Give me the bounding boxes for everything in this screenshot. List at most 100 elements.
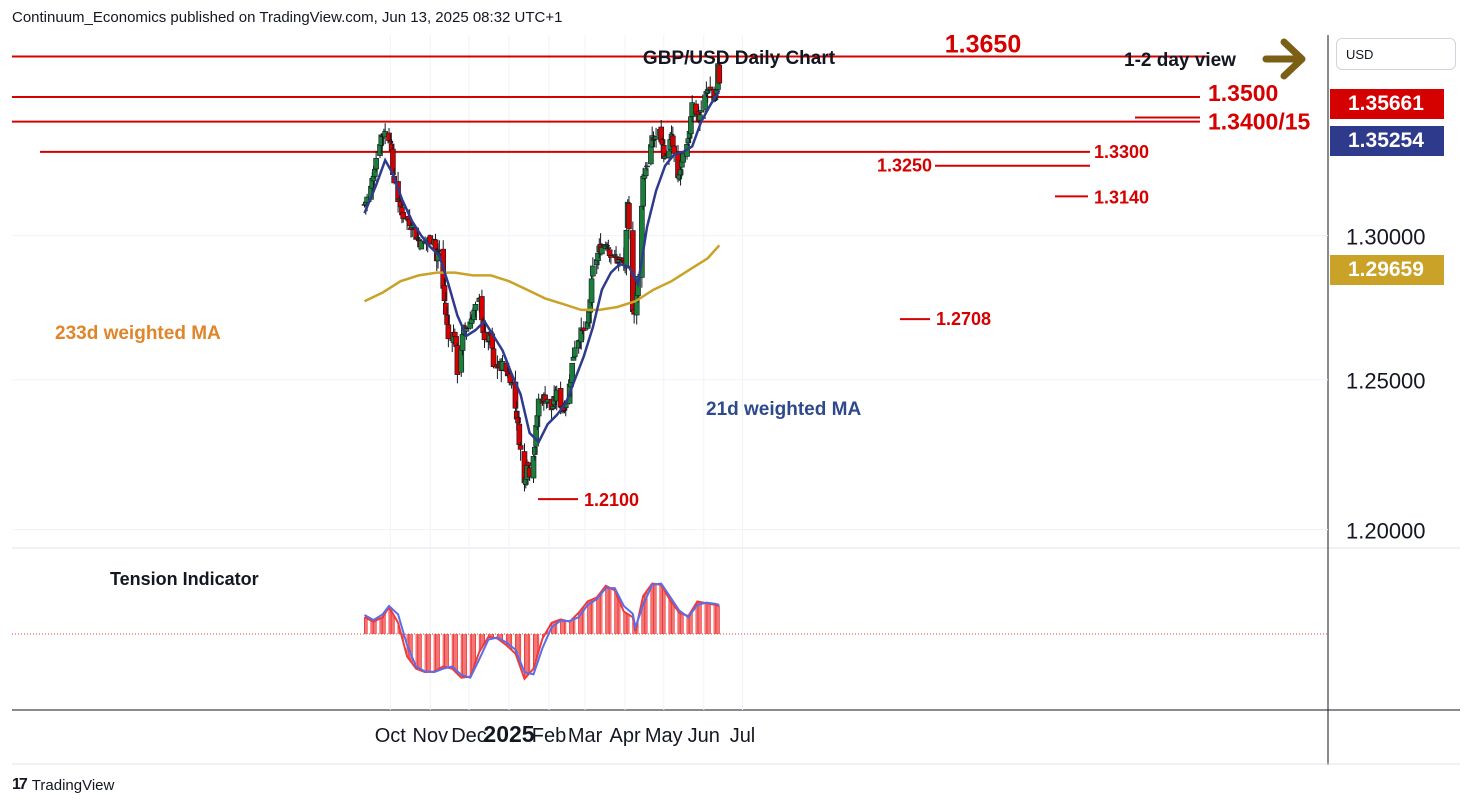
candle-body: [445, 324, 452, 340]
candle: [677, 164, 684, 186]
y-tick-label: 1.20000: [1346, 519, 1426, 544]
level-label: 1.3300: [1094, 142, 1149, 162]
candle-body: [605, 247, 612, 249]
level-label: 1.2100: [584, 490, 639, 510]
candle: [373, 150, 379, 173]
currency-button[interactable]: USD: [1336, 38, 1456, 70]
candle: [445, 314, 452, 348]
candle: [472, 301, 479, 318]
candle-body: [698, 110, 705, 113]
candle-body: [685, 138, 692, 144]
level-label: 1.3140: [1094, 187, 1149, 207]
candle-body: [472, 304, 479, 311]
candle: [642, 162, 649, 177]
candle-body: [626, 203, 632, 230]
x-tick-label: Nov: [413, 725, 449, 747]
level-label: 1.3250: [877, 156, 932, 176]
last-price-tag: 1.35661: [1330, 89, 1444, 119]
x-tick-label: Jun: [688, 725, 720, 747]
candle: [581, 321, 587, 340]
candle-body: [557, 388, 564, 408]
candle-body: [570, 356, 577, 361]
candle-body: [659, 139, 666, 145]
candle-body: [432, 239, 439, 250]
ma21-price-tag: 1.35254: [1330, 126, 1444, 156]
candle: [569, 362, 576, 385]
candle-body: [608, 255, 614, 258]
candle-body: [590, 265, 596, 277]
candle-body: [386, 132, 392, 142]
candle-body: [442, 302, 449, 315]
level-label: 1.3650: [945, 30, 1021, 58]
candle-body: [599, 247, 605, 255]
candle-body: [525, 462, 532, 466]
candle-body: [666, 150, 672, 158]
candle-body: [516, 423, 523, 446]
candle: [698, 100, 705, 114]
candle: [588, 275, 595, 307]
candle-body: [716, 64, 723, 84]
ma233-line: [363, 244, 721, 312]
candle: [605, 239, 612, 250]
candle: [685, 137, 692, 147]
tension-pane: [12, 582, 1328, 681]
candle-body: [623, 229, 630, 269]
annotations: 1.3650 1.3500 1.3400/15 1.3300 1.3250 1.3140 1…: [55, 30, 1311, 589]
chart-title: GBP/USD Daily Chart: [643, 48, 836, 69]
right-arrow-shape: [1262, 38, 1306, 80]
y-tick-label: 1.30000: [1346, 225, 1426, 250]
candle: [649, 126, 655, 148]
candle: [516, 416, 523, 446]
candle: [680, 152, 686, 163]
chart-subtitle: 1-2 day view: [1124, 50, 1236, 71]
grid: [12, 35, 1460, 765]
candle-body: [490, 348, 497, 368]
tension-title: Tension Indicator: [110, 569, 259, 589]
x-tick-label: Oct: [375, 725, 407, 747]
candle-body: [481, 331, 488, 341]
x-tick-label: Mar: [568, 725, 603, 747]
x-tick-label: 2025: [483, 721, 534, 747]
candle: [590, 257, 596, 279]
candle-body: [414, 237, 421, 239]
candle: [626, 195, 632, 240]
candle-body: [531, 446, 538, 455]
candle-body: [387, 140, 394, 144]
candle-body: [441, 285, 448, 302]
candle-body: [517, 445, 524, 450]
candle-body: [418, 240, 425, 250]
ma21-line: [363, 89, 721, 445]
candle-body: [571, 347, 578, 358]
candle-body: [604, 245, 610, 247]
publisher-line: Continuum_Economics published on Trading…: [12, 9, 563, 26]
candle: [459, 330, 466, 356]
candle: [418, 239, 425, 250]
candle: [571, 340, 578, 359]
candle-body: [569, 362, 576, 383]
y-tick-label: 1.25000: [1346, 369, 1426, 394]
candle-body: [452, 331, 458, 337]
level-label: 1.3500: [1208, 80, 1278, 106]
candle-body: [680, 153, 686, 163]
candle: [490, 347, 497, 369]
brand-label: TradingView: [31, 776, 115, 794]
candle: [707, 76, 714, 90]
candle-body: [588, 278, 595, 303]
candle: [400, 212, 407, 223]
tradingview-logo-icon: 17: [12, 776, 28, 793]
candle: [599, 243, 605, 256]
tradingview-brand[interactable]: 17 TradingView: [12, 776, 114, 794]
candle-body: [479, 296, 485, 321]
candle: [716, 57, 723, 85]
x-tick-label: Jul: [730, 725, 756, 747]
candle: [517, 441, 524, 461]
candle-body: [459, 334, 466, 351]
ma233-label: 233d weighted MA: [55, 323, 221, 344]
candle: [530, 455, 537, 484]
x-tick-label: Feb: [532, 725, 566, 747]
candle: [386, 128, 392, 142]
right-arrow-icon: [1262, 38, 1306, 80]
candle-body: [515, 417, 521, 424]
